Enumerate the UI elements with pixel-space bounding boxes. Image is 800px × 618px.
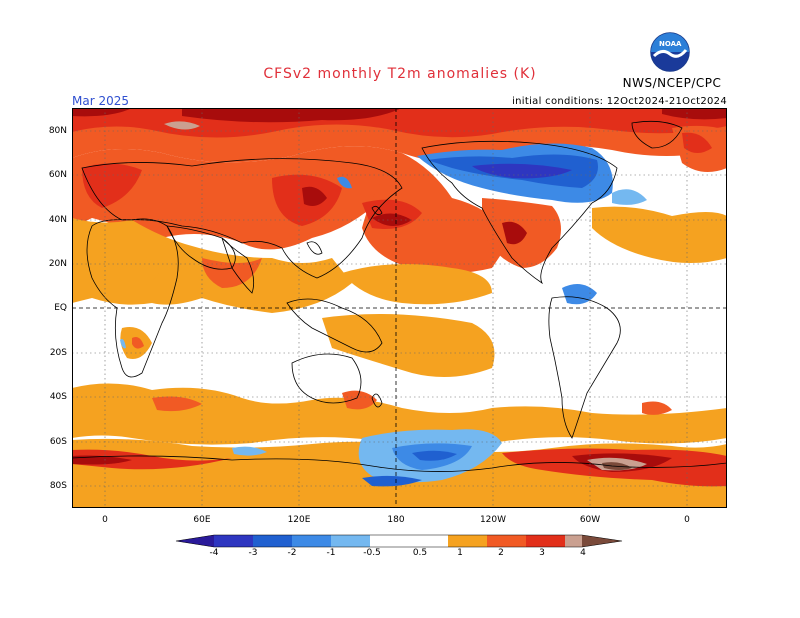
colorbar-tick: -3 — [248, 548, 258, 558]
coastlines — [72, 120, 727, 472]
colorbar-tick: 1 — [457, 548, 463, 558]
graticule — [72, 108, 727, 508]
colorbar-swatch — [214, 535, 253, 547]
colorbar-max-arrow — [582, 535, 622, 547]
colorbar-tick: 2 — [498, 548, 504, 558]
colorbar-swatch — [565, 535, 582, 547]
colorbar-tick: -1 — [326, 548, 336, 558]
colorbar-min-arrow — [176, 535, 214, 547]
colorbar-swatch — [370, 535, 409, 547]
colorbar-swatch — [487, 535, 526, 547]
lat-label: 80N — [48, 126, 67, 136]
noaa-logo: NOAA — [650, 32, 690, 72]
colorbar-swatch — [253, 535, 292, 547]
map-title: CFSv2 monthly T2m anomalies (K) — [263, 66, 537, 82]
target-month: Mar 2025 — [72, 94, 129, 108]
colorbar-swatch — [526, 535, 565, 547]
colorbar-swatch — [331, 535, 370, 547]
logo-text: NOAA — [659, 40, 682, 48]
lon-label: 0 — [102, 515, 108, 525]
colorbar-swatch — [292, 535, 331, 547]
lat-label: 60N — [48, 170, 67, 180]
initial-conditions: initial conditions: 12Oct2024-21Oct2024 — [512, 96, 727, 107]
lat-label: 40S — [49, 392, 67, 402]
map-frame — [72, 108, 727, 508]
lat-label: 20N — [48, 259, 67, 269]
colorbar-tick: -4 — [209, 548, 219, 558]
lat-label: 60S — [49, 437, 67, 447]
colorbar-tick: 3 — [539, 548, 545, 558]
colorbar — [175, 534, 623, 548]
lon-label: 60W — [579, 515, 601, 525]
lon-label: 180 — [387, 515, 405, 525]
colorbar-swatch — [448, 535, 487, 547]
lat-label: 40N — [48, 215, 67, 225]
equator-dateline — [72, 108, 727, 508]
lon-label: 120W — [479, 515, 507, 525]
colorbar-tick: 4 — [580, 548, 586, 558]
lon-label: 0 — [684, 515, 690, 525]
lat-label: 80S — [49, 481, 67, 491]
colorbar-tick: -0.5 — [363, 548, 381, 558]
anomaly-fields — [72, 108, 727, 508]
anomaly-map — [72, 108, 727, 508]
lon-label: 60E — [193, 515, 211, 525]
org-label: NWS/NCEP/CPC — [622, 76, 722, 90]
lat-label: 20S — [49, 348, 67, 358]
lat-label: EQ — [54, 303, 67, 313]
colorbar-tick: 0.5 — [412, 548, 428, 558]
lon-label: 120E — [287, 515, 311, 525]
colorbar-swatch — [409, 535, 448, 547]
colorbar-tick: -2 — [287, 548, 297, 558]
